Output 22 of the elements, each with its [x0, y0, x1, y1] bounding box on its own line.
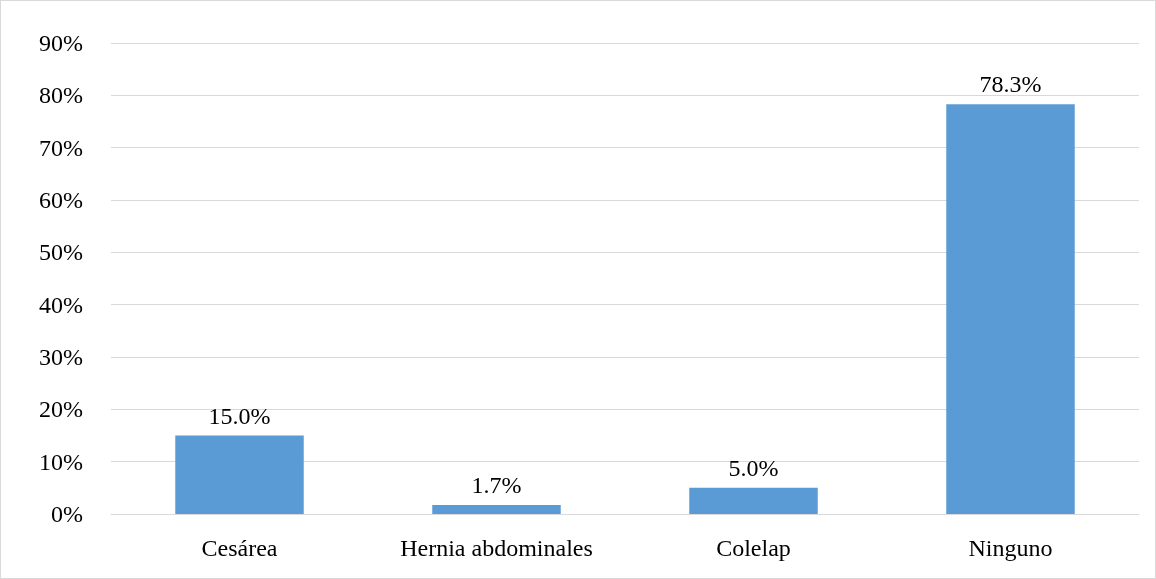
y-tick-label: 0%: [51, 501, 83, 527]
data-label: 15.0%: [208, 402, 271, 429]
y-tick-label: 80%: [39, 82, 83, 109]
x-tick-label: Cesárea: [201, 535, 278, 561]
x-tick-label: Hernia abdominales: [400, 535, 593, 561]
x-tick-label: Ninguno: [968, 535, 1053, 561]
bar: [432, 505, 561, 514]
y-tick-label: 20%: [39, 396, 83, 423]
bar: [175, 435, 304, 514]
data-label: 1.7%: [471, 472, 522, 499]
data-label: 5.0%: [728, 454, 779, 481]
y-tick-label: 40%: [39, 291, 83, 318]
x-tick-label: Colelap: [716, 535, 791, 561]
y-tick-label: 90%: [39, 30, 83, 56]
bar: [946, 104, 1075, 514]
y-tick-label: 10%: [39, 448, 83, 475]
y-tick-label: 50%: [39, 239, 83, 266]
y-tick-label: 70%: [39, 134, 83, 161]
bar: [689, 487, 818, 514]
y-tick-label: 60%: [39, 187, 83, 213]
data-label: 78.3%: [979, 71, 1042, 98]
y-tick-label: 30%: [39, 344, 83, 370]
